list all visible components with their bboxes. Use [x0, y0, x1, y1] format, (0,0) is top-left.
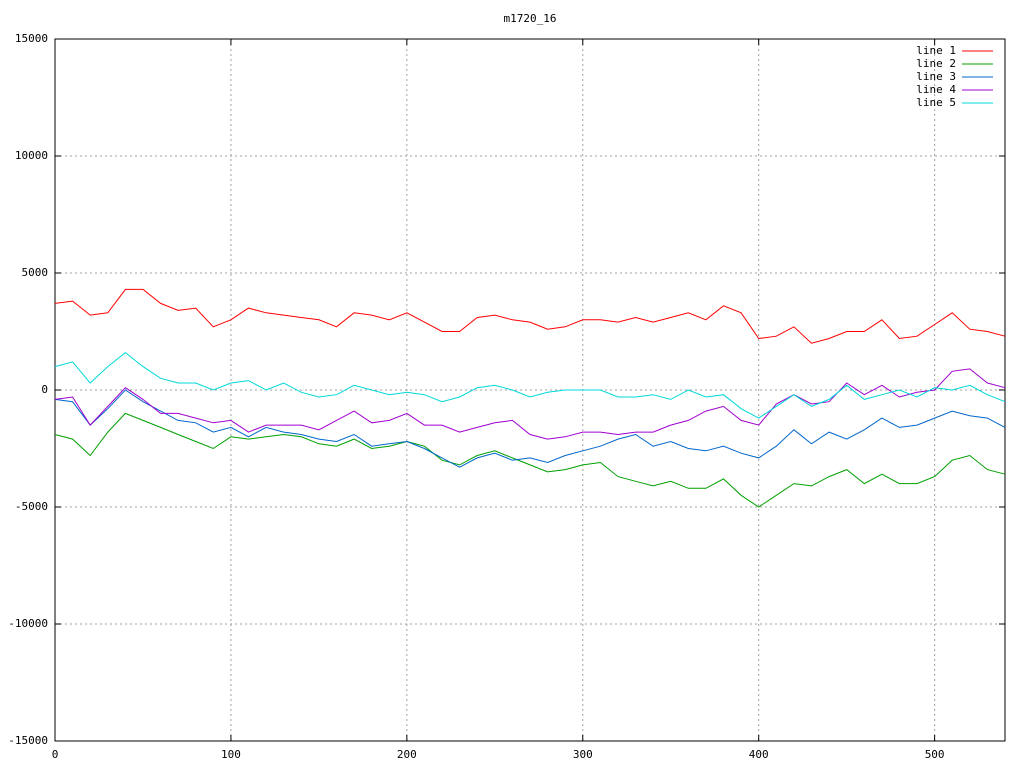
chart-title: m1720_16	[504, 12, 557, 25]
y-tick-label: 5000	[22, 266, 49, 279]
y-tick-label: 0	[41, 383, 48, 396]
data-line	[54, 389, 1006, 468]
y-tick-label: -15000	[8, 734, 48, 747]
legend-label: line 2	[916, 57, 956, 70]
plot-frame	[54, 38, 1006, 742]
x-tick-label: 0	[52, 748, 59, 761]
data-line	[54, 288, 1006, 344]
x-tick-label: 100	[221, 748, 241, 761]
data-line	[54, 412, 1006, 508]
x-tick-label: 200	[397, 748, 417, 761]
y-tick-label: -5000	[15, 500, 48, 513]
y-tick-label: 15000	[15, 32, 48, 45]
x-tick-label: 400	[749, 748, 769, 761]
y-tick-label: 10000	[15, 149, 48, 162]
legend-label: line 5	[916, 96, 956, 109]
x-tick-label: 300	[573, 748, 593, 761]
data-line	[54, 368, 1006, 440]
legend-label: line 3	[916, 70, 956, 83]
data-line	[54, 351, 1006, 419]
x-tick-label: 500	[925, 748, 945, 761]
legend-label: line 4	[916, 83, 956, 96]
y-tick-label: -10000	[8, 617, 48, 630]
legend-label: line 1	[916, 44, 956, 57]
